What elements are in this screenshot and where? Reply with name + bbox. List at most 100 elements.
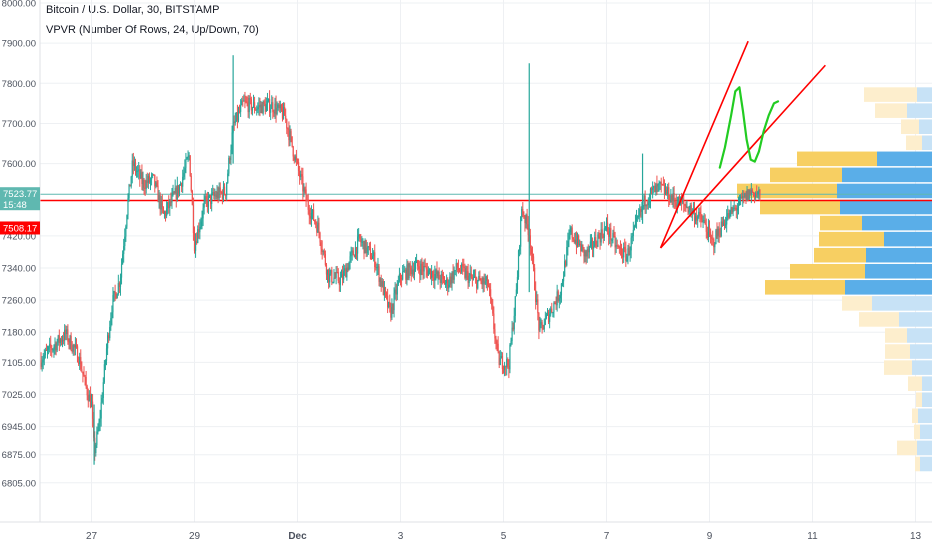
candle-body <box>502 368 505 370</box>
candle-body <box>390 307 392 318</box>
candle-body <box>752 192 755 194</box>
candle-body <box>544 317 546 325</box>
candle-body <box>488 286 491 290</box>
candle-body <box>464 268 466 278</box>
candle-body <box>323 251 325 254</box>
y-tick-label: 6805.00 <box>2 478 36 489</box>
candle-body <box>241 100 243 106</box>
candle-body <box>450 276 452 284</box>
candle-body <box>620 248 623 256</box>
candle-body <box>159 195 161 210</box>
candle-body <box>647 202 649 206</box>
candle-body <box>605 222 608 228</box>
candle-body <box>284 107 286 116</box>
candle-body <box>258 105 260 108</box>
candle-body <box>490 289 492 299</box>
candle-body <box>166 208 168 217</box>
candle-body <box>541 322 543 325</box>
candle-body <box>536 299 538 303</box>
candle-body <box>420 263 422 275</box>
candle-body <box>428 268 431 271</box>
candle-body <box>78 361 80 364</box>
candle-body <box>589 241 592 247</box>
candle-body <box>407 264 409 279</box>
candle-body <box>706 231 708 238</box>
candle-body <box>374 252 376 268</box>
indicator-legend: VPVR (Number Of Rows, 24, Up/Down, 70) <box>46 24 259 36</box>
time-axis: 27 29 Dec 3 5 7 9 11 13 <box>0 521 932 550</box>
y-tick-label: 7800.00 <box>2 79 36 90</box>
candle-body <box>538 313 540 331</box>
vp-down-bar <box>916 392 922 408</box>
candle-body <box>249 97 251 99</box>
candle-body <box>714 244 716 248</box>
candle-body <box>345 268 347 278</box>
candle-body <box>252 102 255 108</box>
candle-body <box>47 346 50 350</box>
candle-body <box>692 209 695 211</box>
x-tick-label: 3 <box>398 531 404 542</box>
candle-body <box>360 238 362 243</box>
candle-body <box>182 176 184 187</box>
candle-body <box>60 339 63 342</box>
time-axis-bg <box>0 522 932 550</box>
candle-body <box>274 103 276 114</box>
vp-up-bar <box>865 263 932 279</box>
candle-body <box>758 189 760 192</box>
candle-body <box>738 197 741 205</box>
candle-body <box>256 109 258 111</box>
candle-body <box>135 171 138 173</box>
candle-body <box>494 329 496 339</box>
candle-body <box>468 275 470 284</box>
candle-body <box>192 204 195 234</box>
candle-body <box>116 294 118 299</box>
vp-down-bar <box>842 296 872 311</box>
candle-body <box>66 329 68 334</box>
candle-body <box>400 277 403 280</box>
candle-body <box>743 195 745 197</box>
candle-body <box>564 261 566 277</box>
candle-body <box>127 198 129 216</box>
vp-up-bar <box>907 103 932 118</box>
candle-body <box>459 271 462 273</box>
candle-body <box>186 158 188 160</box>
candle-body <box>649 188 652 200</box>
candle-body <box>214 195 216 197</box>
candle-body <box>233 121 235 124</box>
vp-down-bar <box>820 215 862 231</box>
candle-body <box>293 156 295 161</box>
candle-body <box>479 276 481 281</box>
candle-body <box>262 101 264 114</box>
candle-body <box>347 267 349 271</box>
trend-line <box>659 40 749 249</box>
candle-body <box>276 107 278 114</box>
candle-body <box>189 155 191 177</box>
candle-body <box>132 160 134 166</box>
candle-body <box>51 348 53 351</box>
candle-body <box>235 112 237 122</box>
candle-body <box>126 215 128 227</box>
candle-body <box>597 234 599 247</box>
candle-body <box>396 284 398 295</box>
x-tick-label: 9 <box>707 531 713 542</box>
candle-body <box>331 270 333 283</box>
candle-body <box>704 220 706 225</box>
candle-body <box>278 104 280 109</box>
vp-down-bar <box>864 87 917 102</box>
vp-up-bar <box>912 360 932 375</box>
candle-body <box>582 244 584 248</box>
candle-body <box>329 273 331 283</box>
candle-body <box>281 110 284 119</box>
candle-body <box>209 195 212 204</box>
candle-body <box>487 285 490 287</box>
candle-body <box>346 267 348 278</box>
vp-up-bar <box>920 424 932 440</box>
candle-body <box>326 269 329 275</box>
candle-body <box>482 277 484 285</box>
candle-body <box>550 308 552 315</box>
candle-body <box>601 229 603 236</box>
candle-body <box>264 103 266 112</box>
candle-body <box>222 186 225 199</box>
candle-body <box>231 132 233 150</box>
